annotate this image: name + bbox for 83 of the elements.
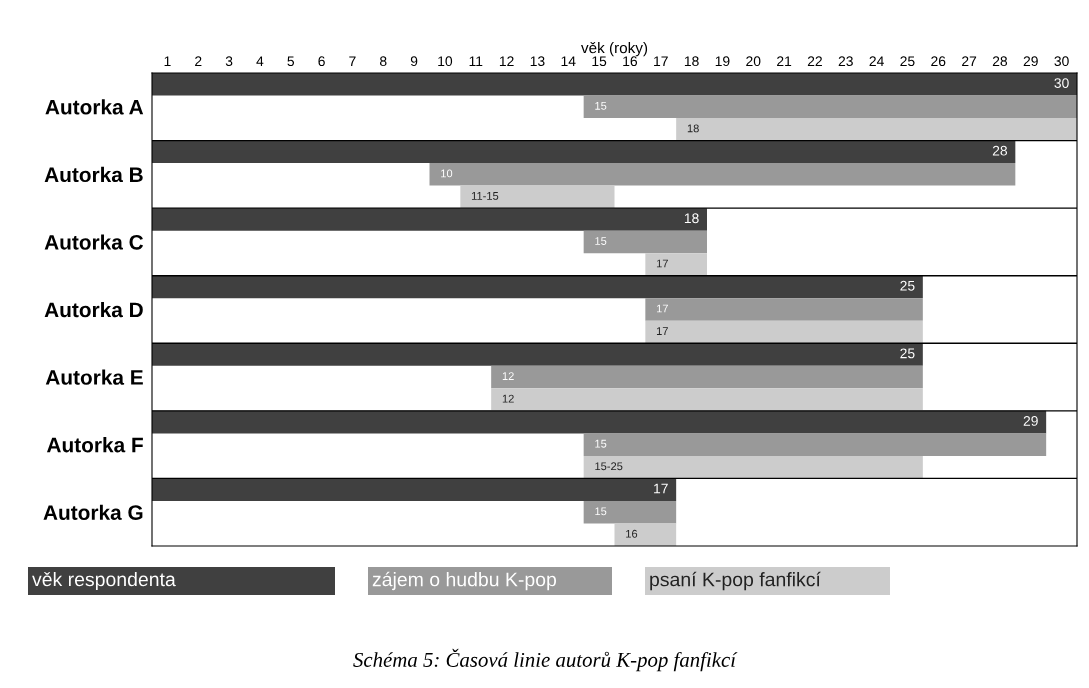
x-tick-label: 16	[623, 56, 638, 67]
annotation: 15-25	[595, 462, 623, 471]
annotation: 12	[502, 372, 514, 380]
data-label: 30	[1054, 78, 1069, 88]
annotation: 17	[656, 304, 668, 313]
x-tick-label: 25	[900, 56, 915, 67]
x-tick-label: 13	[530, 56, 545, 67]
x-tick-label: 5	[287, 56, 295, 67]
x-tick-label: 15	[592, 56, 607, 67]
x-tick-label: 11	[469, 56, 483, 66]
bar	[152, 343, 923, 366]
bar	[583, 500, 677, 524]
annotation: 12	[502, 394, 514, 403]
data-label: 18	[684, 213, 699, 224]
x-tick-label: 3	[225, 56, 233, 67]
data-label: 25	[900, 348, 915, 359]
annotation: 11-15	[471, 192, 499, 200]
bar	[491, 388, 923, 411]
y-tick-label: Autorka C	[44, 234, 144, 250]
x-tick-label: 7	[349, 56, 356, 66]
bar	[645, 253, 707, 276]
bar	[152, 140, 1016, 164]
bar	[583, 433, 1047, 456]
x-tick-label: 20	[746, 56, 761, 67]
bar	[460, 185, 615, 209]
data-label: 25	[900, 280, 915, 291]
annotation: 17	[656, 259, 668, 268]
annotation: 17	[656, 327, 668, 335]
x-tick-label: 8	[379, 56, 387, 67]
x-tick-label: 29	[1023, 56, 1038, 67]
x-tick-label: 6	[318, 56, 325, 67]
x-axis-title: věk (roky)	[581, 41, 648, 57]
y-tick-label: Autorka G	[43, 504, 143, 520]
annotation: 15	[595, 237, 607, 245]
text: Schéma 5: Časová linie autorů K-pop fanfikcí	[353, 648, 738, 672]
y-tick-label: Autorka A	[45, 99, 144, 115]
x-tick-label: 19	[715, 56, 730, 67]
annotation: 16	[626, 529, 638, 538]
x-tick-label: 12	[499, 56, 514, 66]
bar	[429, 163, 1016, 186]
x-tick-label: 27	[962, 56, 977, 66]
x-tick-label: 23	[838, 56, 853, 67]
annotation: 15	[595, 439, 607, 448]
x-tick-label: 21	[777, 56, 792, 66]
bar	[645, 320, 923, 344]
x-tick-label: 9	[410, 56, 418, 67]
series-label: psaní K-pop fanfikcí	[650, 571, 821, 591]
bar	[152, 275, 923, 299]
x-tick-label: 28	[992, 56, 1008, 67]
bar	[491, 365, 923, 389]
x-tick-label: 17	[654, 56, 668, 66]
data-label: 29	[1023, 416, 1038, 426]
bar	[583, 95, 1077, 119]
annotation: 15	[595, 507, 607, 516]
y-tick-label: Autorka B	[44, 166, 143, 183]
bar	[676, 118, 1077, 141]
bar	[152, 410, 1047, 434]
x-tick-label: 14	[561, 56, 576, 66]
annotation: 15	[595, 102, 607, 110]
annotation: 10	[441, 169, 453, 178]
bar	[583, 455, 923, 479]
text: věk respondenta	[32, 571, 176, 591]
bar	[583, 230, 707, 254]
x-tick-label: 10	[438, 56, 453, 67]
y-tick-label: Autorka D	[44, 301, 143, 318]
x-tick-label: 4	[256, 56, 264, 66]
data-label: 17	[654, 483, 668, 494]
bar	[614, 523, 677, 546]
data-label: 28	[992, 145, 1008, 156]
x-tick-label: 2	[195, 56, 202, 66]
x-tick-label: 30	[1054, 56, 1069, 67]
x-tick-label: 18	[684, 56, 699, 67]
y-tick-label: Autorka E	[45, 369, 143, 385]
bar	[152, 478, 677, 501]
x-tick-label: 26	[931, 56, 946, 67]
bar	[645, 298, 923, 321]
y-tick-label: Autorka F	[46, 437, 143, 453]
x-tick-label: 24	[869, 56, 884, 66]
bar	[152, 208, 707, 231]
x-tick-label: 22	[807, 56, 822, 66]
x-tick-label: 1	[164, 56, 171, 66]
text: zájem o hudbu K-pop	[372, 571, 557, 591]
annotation: 18	[687, 124, 699, 133]
